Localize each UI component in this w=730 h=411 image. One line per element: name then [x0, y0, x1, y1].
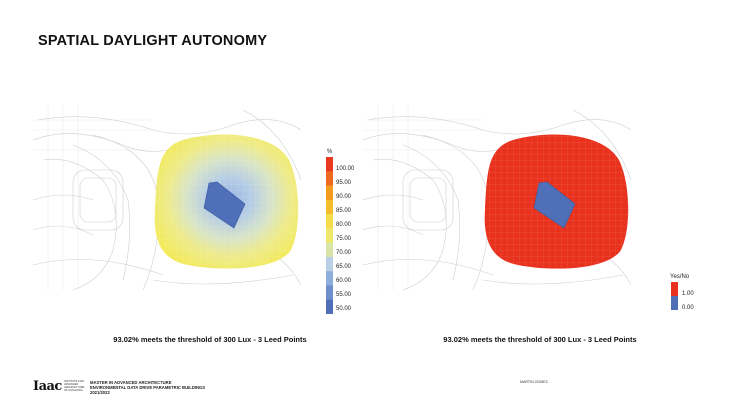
iaac-logo-subtitle: institute for advanced architecture of c… — [64, 380, 86, 392]
daylight-threshold-map — [363, 100, 633, 295]
daylight-percentage-map-graphic — [33, 105, 302, 291]
legend-color-step — [326, 271, 333, 286]
legend-tick: 90.00 — [336, 194, 352, 200]
percentage-legend-bar — [326, 157, 333, 314]
legend-swatch-no — [671, 296, 678, 310]
right-caption: 93.02% meets the threshold of 300 Lux - … — [443, 335, 637, 344]
logo-sub-line: of catalonia — [64, 389, 83, 392]
logo-sub-line: advanced — [64, 383, 79, 386]
percentage-legend-title: % — [327, 149, 333, 155]
legend-color-step — [326, 199, 333, 215]
legend-tick: 60.00 — [336, 278, 352, 284]
legend-color-step — [326, 242, 333, 258]
threshold-map-core — [533, 181, 576, 229]
legend-swatch-yes — [671, 282, 678, 296]
legend-tick: 100.00 — [336, 166, 355, 172]
legend-color-step — [326, 214, 333, 229]
slide-title: SPATIAL DAYLIGHT AUTONOMY — [38, 33, 268, 49]
legend-tick: 0.00 — [682, 305, 694, 311]
legend-tick: 55.00 — [336, 292, 352, 298]
program-line: ENVIRONMENTAL DATA DRIVE PARAMETRIC BUIL… — [90, 385, 206, 390]
program-line: MASTER IN ADVANCED ARCHITECTURE — [90, 380, 172, 385]
legend-tick: 65.00 — [336, 264, 352, 270]
logo-sub-line: institute for — [64, 380, 84, 383]
program-line: 2021/2022 — [90, 390, 110, 395]
iaac-logo: Iaac — [33, 379, 62, 394]
legend-tick: 85.00 — [336, 208, 352, 214]
left-caption: 93.02% meets the threshold of 300 Lux - … — [113, 335, 307, 344]
legend-tick: 1.00 — [682, 291, 694, 297]
legend-tick: 80.00 — [336, 222, 352, 228]
legend-color-step — [326, 157, 333, 172]
legend-tick: 50.00 — [336, 306, 352, 312]
legend-color-step — [326, 171, 333, 186]
sda-heatmap-core — [203, 181, 246, 229]
legend-tick: 75.00 — [336, 236, 352, 242]
legend-color-step — [326, 285, 333, 301]
legend-color-step — [326, 228, 333, 243]
context-wireframe — [363, 105, 632, 291]
legend-tick: 95.00 — [336, 180, 352, 186]
yes-no-legend-title: Yes/No — [670, 274, 690, 280]
daylight-percentage-map — [33, 100, 303, 295]
legend-tick: 70.00 — [336, 250, 352, 256]
author-name: MARTIN GOMEZ — [520, 380, 548, 384]
legend-color-step — [326, 256, 333, 272]
legend-color-step — [326, 185, 333, 201]
daylight-threshold-map-graphic — [363, 105, 632, 291]
logo-sub-line: architecture — [64, 386, 85, 389]
legend-color-step — [326, 299, 333, 314]
program-info: MASTER IN ADVANCED ARCHITECTURE ENVIRONM… — [90, 380, 205, 395]
